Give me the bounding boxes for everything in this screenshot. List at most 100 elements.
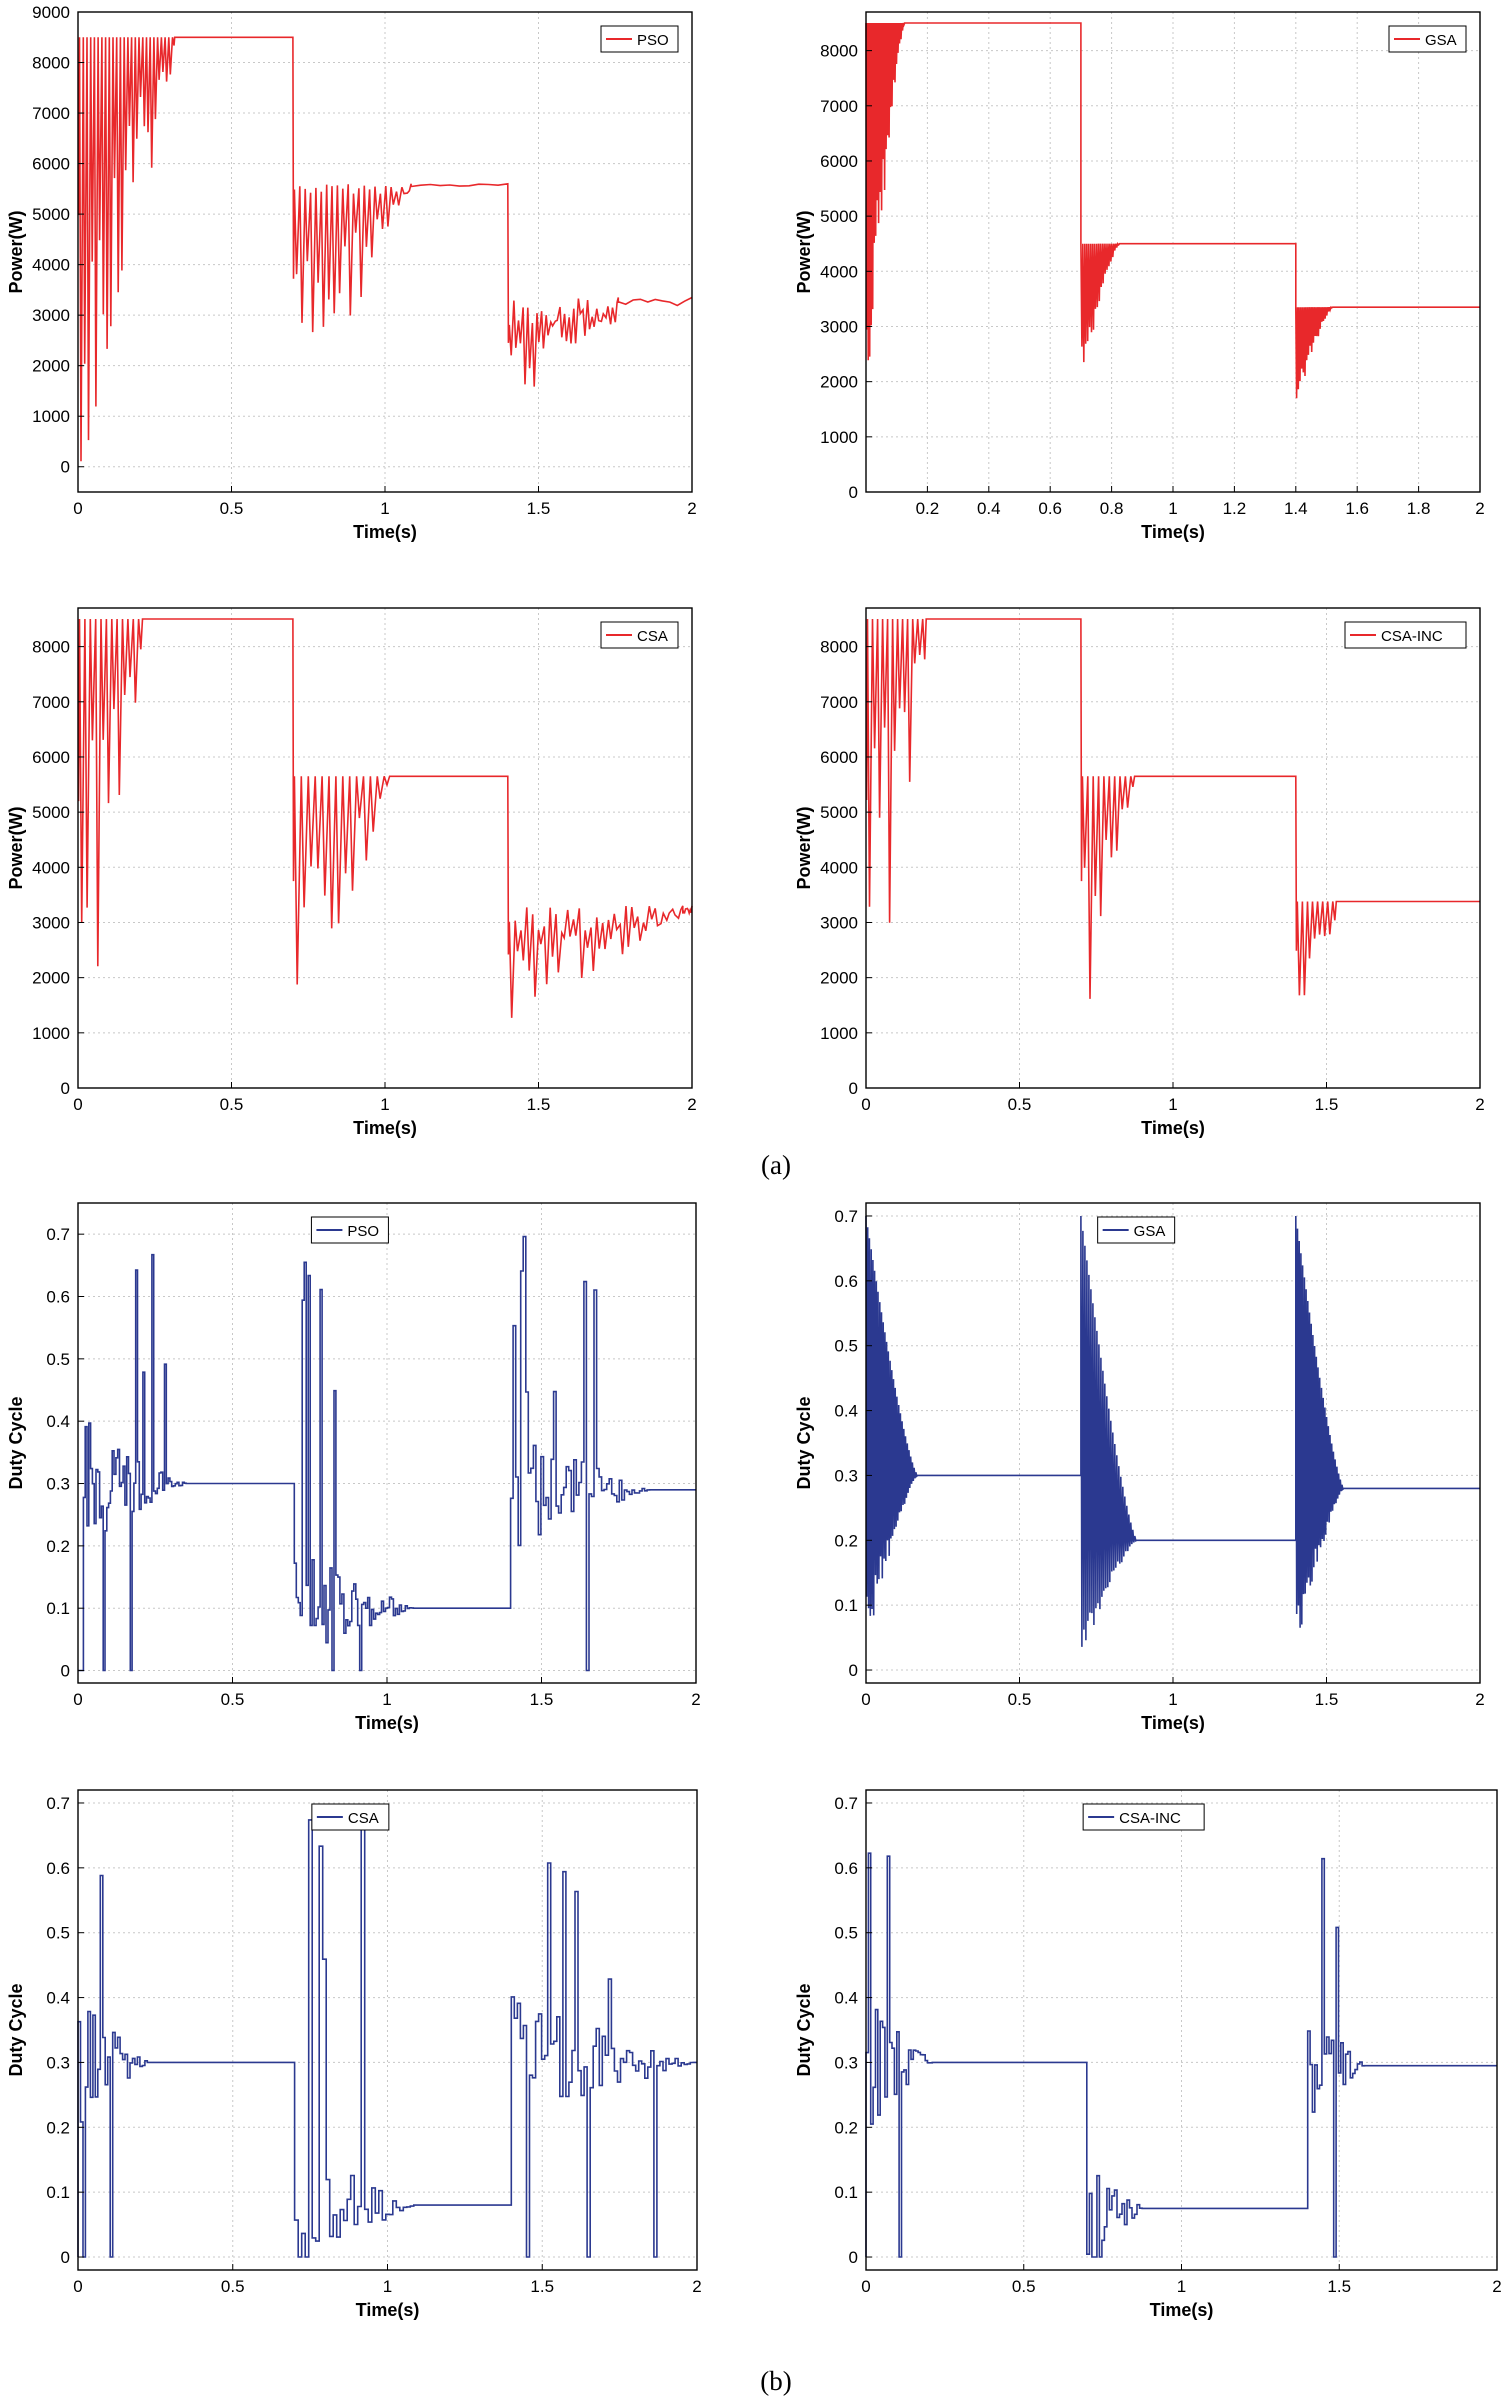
y-tick-label: 0.5 xyxy=(834,1337,858,1356)
y-tick-label: 0.3 xyxy=(46,2053,70,2072)
x-axis-label: Time(s) xyxy=(1141,1713,1205,1733)
caption-a: (a) xyxy=(761,1150,791,1180)
y-tick-label: 0.7 xyxy=(834,1794,858,1813)
x-tick-label: 0 xyxy=(861,2277,870,2296)
y-tick-label: 7000 xyxy=(32,693,70,712)
legend: CSA xyxy=(311,1803,390,1831)
y-tick-label: 0 xyxy=(61,2248,70,2267)
x-tick-label: 1.2 xyxy=(1223,499,1247,518)
y-tick-label: 0.5 xyxy=(834,1924,858,1943)
x-axis-label: Time(s) xyxy=(353,522,417,542)
x-axis-label: Time(s) xyxy=(1141,522,1205,542)
x-tick-label: 2 xyxy=(1492,2277,1501,2296)
x-tick-label: 0.2 xyxy=(916,499,940,518)
legend-label: GSA xyxy=(1425,32,1457,49)
x-tick-label: 1 xyxy=(1177,2277,1186,2296)
x-tick-label: 0.5 xyxy=(220,499,244,518)
chart-power-gsa: 0.2 0.4 0.6 0.8 1 1.2 1.4 1.6 1.8 2 0 1000 2000 3000 4… xyxy=(794,11,1485,542)
y-tick-label: 3000 xyxy=(820,913,858,932)
x-axis-label: Time(s) xyxy=(355,1713,419,1733)
y-tick-label: 7000 xyxy=(820,693,858,712)
x-tick-label: 0.6 xyxy=(1038,499,1062,518)
y-tick-label: 2000 xyxy=(820,969,858,988)
y-tick-label: 4000 xyxy=(32,858,70,877)
y-tick-label: 0.5 xyxy=(46,1350,70,1369)
y-tick-label: 8000 xyxy=(32,638,70,657)
y-tick-label: 0.3 xyxy=(834,2053,858,2072)
chart-power-csa: 0 0.5 1 1.5 2 0 1000 2000 3000 4000 5000 6000 7000 80… xyxy=(6,607,697,1138)
legend: PSO xyxy=(600,25,679,53)
y-tick-label: 5000 xyxy=(32,803,70,822)
y-tick-label: 2000 xyxy=(820,373,858,392)
x-tick-label: 2 xyxy=(1475,1690,1484,1709)
y-tick-label: 4000 xyxy=(820,858,858,877)
legend: GSA xyxy=(1097,1216,1176,1244)
x-axis-label: Time(s) xyxy=(356,2300,420,2320)
x-tick-label: 0 xyxy=(73,2277,82,2296)
y-tick-label: 0 xyxy=(849,2248,858,2267)
x-tick-label: 0.4 xyxy=(977,499,1001,518)
x-tick-label: 0 xyxy=(861,1690,870,1709)
x-tick-label: 1.5 xyxy=(530,2277,554,2296)
y-tick-label: 0 xyxy=(849,1079,858,1098)
y-tick-label: 3000 xyxy=(820,317,858,336)
legend-label: CSA xyxy=(637,628,668,645)
y-tick-label: 0.6 xyxy=(46,1288,70,1307)
y-tick-label: 0.1 xyxy=(834,2183,858,2202)
legend-label: GSA xyxy=(1134,1223,1166,1240)
y-tick-label: 0.7 xyxy=(834,1207,858,1226)
chart-duty-pso: 0 0.5 1 1.5 2 0 0.1 0.2 0.3 0.4 0.5 0.6 0.7 Time(s) Du… xyxy=(6,1202,701,1733)
y-tick-label: 0.4 xyxy=(46,1989,70,2008)
y-tick-label: 0.6 xyxy=(834,1859,858,1878)
legend: GSA xyxy=(1388,25,1467,53)
x-tick-label: 1 xyxy=(1168,1095,1177,1114)
series-line xyxy=(865,1852,1497,2258)
legend-label: CSA-INC xyxy=(1119,1810,1181,1827)
y-tick-label: 2000 xyxy=(32,357,70,376)
legend: CSA xyxy=(600,621,679,649)
chart-duty-gsa: 0 0.5 1 1.5 2 0 0.1 0.2 0.3 0.4 0.5 0.6 0.7 Time(s) Du… xyxy=(794,1202,1485,1733)
series-line xyxy=(77,1806,697,2258)
y-tick-label: 4000 xyxy=(32,256,70,275)
y-tick-label: 0.1 xyxy=(46,2183,70,2202)
x-tick-label: 0.5 xyxy=(221,1690,245,1709)
x-tick-label: 1.5 xyxy=(1327,2277,1351,2296)
x-tick-label: 1 xyxy=(382,1690,391,1709)
series-line xyxy=(77,36,693,462)
y-tick-label: 1000 xyxy=(820,1024,858,1043)
y-tick-label: 0.2 xyxy=(834,1531,858,1550)
y-tick-label: 0 xyxy=(849,1661,858,1680)
y-tick-label: 0.6 xyxy=(46,1859,70,1878)
y-tick-label: 0.6 xyxy=(834,1272,858,1291)
x-tick-label: 0.5 xyxy=(220,1095,244,1114)
y-tick-label: 0.4 xyxy=(46,1412,70,1431)
y-tick-label: 2000 xyxy=(32,969,70,988)
legend-label: CSA-INC xyxy=(1381,628,1443,645)
series-line xyxy=(865,618,1480,999)
x-tick-label: 2 xyxy=(1475,499,1484,518)
y-tick-label: 0.1 xyxy=(46,1599,70,1618)
x-tick-label: 2 xyxy=(687,499,696,518)
y-tick-label: 0.4 xyxy=(834,1402,858,1421)
y-tick-label: 0 xyxy=(61,1662,70,1681)
legend: CSA-INC xyxy=(1344,621,1467,649)
x-tick-label: 1.4 xyxy=(1284,499,1308,518)
chart-power-pso: 0 0.5 1 1.5 2 0 1000 2000 3000 4000 5000 6000 7000 80… xyxy=(6,3,697,542)
x-tick-label: 1 xyxy=(380,499,389,518)
x-tick-label: 0 xyxy=(73,499,82,518)
y-tick-label: 1000 xyxy=(32,1024,70,1043)
y-tick-label: 3000 xyxy=(32,306,70,325)
y-tick-label: 0.3 xyxy=(834,1466,858,1485)
y-tick-label: 1000 xyxy=(820,428,858,447)
y-axis-label: Power(W) xyxy=(794,210,814,293)
y-tick-label: 0.3 xyxy=(46,1475,70,1494)
y-tick-label: 6000 xyxy=(32,748,70,767)
caption-b: (b) xyxy=(760,2366,792,2396)
x-tick-label: 0.5 xyxy=(1012,2277,1036,2296)
y-tick-label: 6000 xyxy=(32,155,70,174)
chart-duty-csa-inc: 0 0.5 1 1.5 2 0 0.1 0.2 0.3 0.4 0.5 0.6 0.7 Time(s) Du… xyxy=(794,1789,1502,2320)
legend-label: CSA xyxy=(348,1810,379,1827)
x-tick-label: 1.5 xyxy=(1315,1095,1339,1114)
series-line xyxy=(77,618,693,1018)
